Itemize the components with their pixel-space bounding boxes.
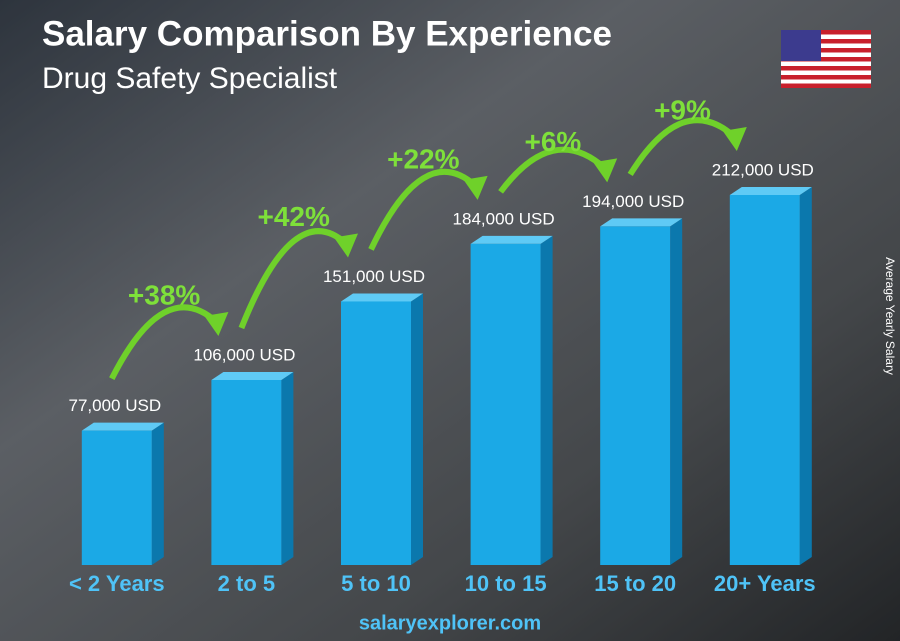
value-label: 194,000 USD xyxy=(582,192,684,211)
x-tick-label: 15 to 20 xyxy=(594,571,676,596)
change-arrowhead xyxy=(463,175,488,200)
change-arrowhead xyxy=(722,127,747,151)
bar-top xyxy=(211,372,294,380)
bar-top xyxy=(729,187,812,195)
bar-top xyxy=(341,293,423,302)
value-label: 184,000 USD xyxy=(453,209,555,228)
bar-top xyxy=(470,235,553,244)
bar xyxy=(729,195,800,565)
change-arrow xyxy=(627,117,737,176)
bar-side xyxy=(411,293,423,565)
change-arrow xyxy=(498,146,608,194)
bar xyxy=(341,301,411,565)
change-arrowhead xyxy=(204,312,229,336)
change-arrowhead xyxy=(334,233,358,258)
change-arrow xyxy=(368,168,478,251)
change-arrow xyxy=(109,304,219,380)
flag xyxy=(781,30,871,88)
bar-top xyxy=(81,422,164,431)
x-tick-label: 2 to 5 xyxy=(218,571,275,596)
change-label: +38% xyxy=(128,279,200,310)
change-label: +9% xyxy=(654,94,711,125)
x-tick-label: 20+ Years xyxy=(714,571,816,596)
value-label: 106,000 USD xyxy=(193,345,295,364)
bar xyxy=(81,430,152,565)
bar-side xyxy=(151,422,164,565)
bar-side xyxy=(281,372,294,565)
bar xyxy=(470,243,541,565)
bar xyxy=(600,226,671,565)
change-label: +42% xyxy=(257,201,329,232)
bar-side xyxy=(799,187,812,565)
x-tick-label: 10 to 15 xyxy=(465,571,547,596)
chart-title: Salary Comparison By Experience xyxy=(42,14,612,53)
change-arrowhead xyxy=(593,158,618,183)
value-label: 151,000 USD xyxy=(323,267,425,286)
bar-top xyxy=(600,218,683,227)
change-label: +22% xyxy=(387,143,459,174)
value-label: 212,000 USD xyxy=(712,160,814,179)
footer: salaryexplorer.com xyxy=(359,612,541,634)
x-tick-label: < 2 Years xyxy=(69,571,165,596)
change-arrow xyxy=(238,228,349,330)
value-label: 77,000 USD xyxy=(68,396,161,415)
change-label: +6% xyxy=(524,126,581,157)
bar-side xyxy=(670,218,683,565)
y-axis-label: Average Yearly Salary xyxy=(883,257,897,375)
bar xyxy=(211,380,282,565)
bar-side xyxy=(540,235,553,565)
x-tick-label: 5 to 10 xyxy=(341,571,411,596)
chart-subtitle: Drug Safety Specialist xyxy=(42,62,338,95)
